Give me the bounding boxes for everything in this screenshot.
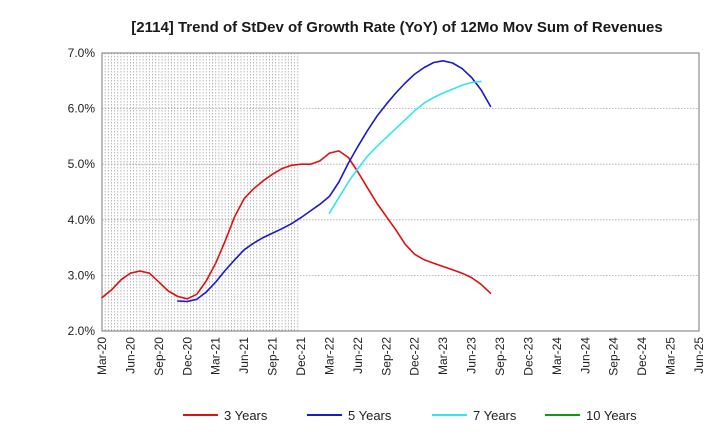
x-tick-label: Jun-23: [465, 337, 479, 374]
legend-label: 7 Years: [473, 408, 517, 423]
y-tick-label: 5.0%: [68, 157, 96, 171]
x-tick-label: Dec-22: [408, 337, 422, 376]
chart-title: [2114] Trend of StDev of Growth Rate (Yo…: [131, 19, 662, 36]
x-tick-label: Mar-23: [436, 337, 450, 375]
y-tick-label: 4.0%: [68, 213, 96, 227]
x-tick-label: Mar-22: [322, 337, 336, 375]
y-tick-label: 7.0%: [68, 46, 96, 60]
x-tick-label: Dec-23: [521, 337, 535, 376]
x-tick-label: Sep-22: [379, 337, 393, 376]
legend-label: 5 Years: [348, 408, 392, 423]
y-tick-label: 2.0%: [68, 324, 96, 338]
x-tick-label: Dec-21: [294, 337, 308, 376]
plot-border: [101, 52, 700, 332]
legend-label: 3 Years: [224, 408, 268, 423]
x-tick-label: Jun-24: [578, 337, 592, 374]
x-tick-label: Jun-21: [237, 337, 251, 374]
x-tick-label: Jun-25: [692, 337, 706, 374]
series-line-3-years: [101, 150, 492, 300]
plot-area: 2.0% 3.0% 4.0% 5.0% 6.0% 7.0% Mar-20 Jun-20 Sep-…: [68, 46, 706, 376]
x-tick-label: Dec-24: [635, 337, 649, 376]
x-tick-label: Jun-22: [351, 337, 365, 374]
y-tick-label: 6.0%: [68, 102, 96, 116]
y-tick-label: 3.0%: [68, 268, 96, 282]
x-tick-label: Sep-20: [152, 337, 166, 376]
x-tick-label: Sep-24: [607, 337, 621, 376]
series-line-5-years: [177, 59, 492, 303]
x-tick-label: Mar-20: [95, 337, 109, 375]
x-tick-label: Sep-21: [266, 337, 280, 376]
x-tick-label: Dec-20: [180, 337, 194, 376]
x-tick-label: Sep-23: [493, 337, 507, 376]
x-tick-label: Mar-25: [664, 337, 678, 375]
legend: 3 Years 5 Years 7 Years 10 Years: [183, 408, 637, 423]
x-tick-label: Mar-24: [550, 337, 564, 375]
x-tick-label: Jun-20: [123, 337, 137, 374]
series-line-7-years: [328, 80, 482, 214]
legend-label: 10 Years: [586, 408, 637, 423]
x-tick-label: Mar-21: [209, 337, 223, 375]
